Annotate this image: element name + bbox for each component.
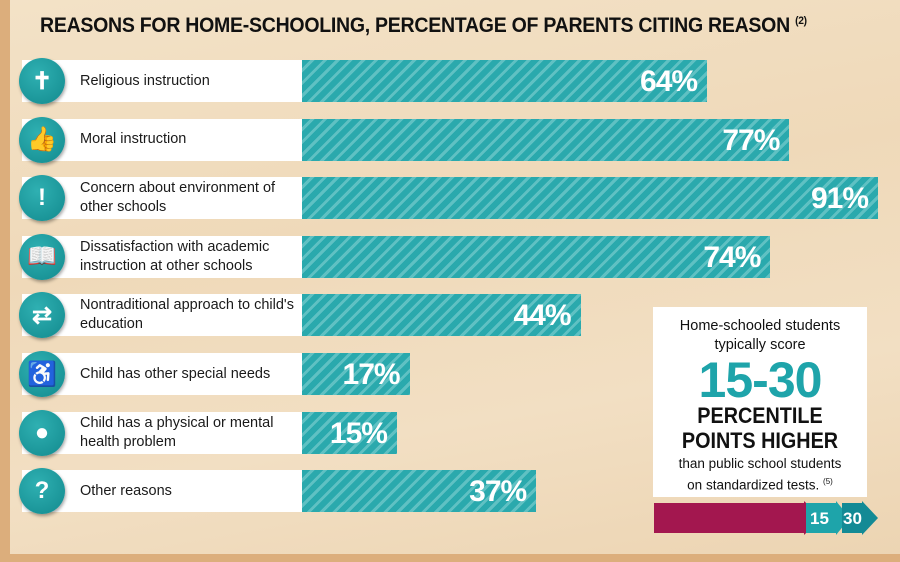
bar-row: Child has other special needs ♿ 17% (0, 351, 900, 397)
head-brain-icon: ● (19, 409, 65, 456)
title-text: REASONS FOR HOME-SCHOOLING, PERCENTAGE O… (40, 14, 790, 37)
wood-frame-left (0, 0, 10, 562)
category-label: Moral instruction (80, 131, 187, 148)
score-arrow-30-head (862, 501, 878, 535)
bar: 17% (302, 353, 410, 395)
callout-range: 15-30 (698, 352, 823, 408)
value-label: 44% (513, 299, 571, 333)
chart-title: REASONS FOR HOME-SCHOOLING, PERCENTAGE O… (40, 14, 807, 38)
title-footnote: (2) (795, 15, 807, 27)
lightbulb-arrows-icon: ⇄ (19, 292, 65, 339)
value-label: 91% (810, 182, 869, 216)
score-arrow-base (654, 503, 804, 533)
value-label: 64% (640, 65, 698, 98)
category-label: Nontraditional approach to child's educa… (80, 297, 294, 333)
bar-row: Child has a physical or mental health pr… (0, 409, 900, 456)
value-label: 17% (342, 358, 401, 391)
category-label: Religious instruction (80, 72, 210, 89)
callout-emphasis: PERCENTILE POINTS HIGHER (681, 403, 839, 453)
value-label: 15% (329, 416, 388, 450)
thumbs-up-down-icon: 👍 (19, 116, 65, 163)
category-label: Other reasons (80, 482, 172, 499)
label-box (22, 470, 302, 513)
religion-book-icon: ✝ (19, 58, 65, 104)
score-arrow-30 (842, 503, 862, 533)
value-label: 74% (703, 240, 761, 274)
school-alert-icon: ! (19, 175, 65, 222)
bar-row: Dissatisfaction with academic instructio… (0, 233, 900, 280)
category-label: Child has other special needs (80, 365, 271, 382)
bar: 77% (302, 118, 790, 161)
bar: 44% (302, 294, 581, 337)
value-label: 37% (469, 475, 527, 509)
book-thumbs-down-icon: 📖 (19, 233, 65, 280)
label-box (22, 118, 302, 161)
callout-box: Home-schooled students typically score 15… (653, 307, 867, 497)
category-label: Dissatisfaction with academic instructio… (80, 238, 270, 274)
callout-intro: Home-schooled students typically score (679, 318, 841, 353)
bar-row: Concern about environment of other schoo… (0, 175, 900, 222)
callout-detail: than public school students on standardiz… (678, 456, 842, 493)
question-mark-icon: ? (19, 468, 65, 515)
arrow-label-30: 30 (843, 509, 862, 528)
wheelchair-icon: ♿ (19, 351, 65, 397)
wood-frame-bottom (0, 554, 900, 562)
bar-row: Moral instruction 👍 77% (0, 116, 900, 163)
bar: 91% (302, 177, 878, 220)
category-label: Concern about environment of other schoo… (80, 180, 276, 216)
bar-row: Religious instruction ✝ 64% (0, 58, 900, 104)
label-box (22, 411, 302, 454)
category-label: Child has a physical or mental health pr… (80, 414, 274, 450)
label-box (22, 60, 302, 102)
label-box (22, 235, 302, 278)
bar-row: Other reasons ? 37% (0, 468, 900, 515)
label-box (22, 353, 302, 395)
arrow-label-15: 15 (810, 509, 829, 528)
bar: 37% (302, 470, 537, 513)
bar: 15% (302, 411, 397, 454)
score-arrow-15 (806, 503, 836, 533)
bar: 64% (302, 60, 708, 102)
label-box (22, 177, 302, 220)
bar: 74% (302, 235, 771, 278)
value-label: 77% (722, 123, 780, 157)
label-box (22, 294, 302, 337)
bar-row: Nontraditional approach to child's educa… (0, 292, 900, 339)
